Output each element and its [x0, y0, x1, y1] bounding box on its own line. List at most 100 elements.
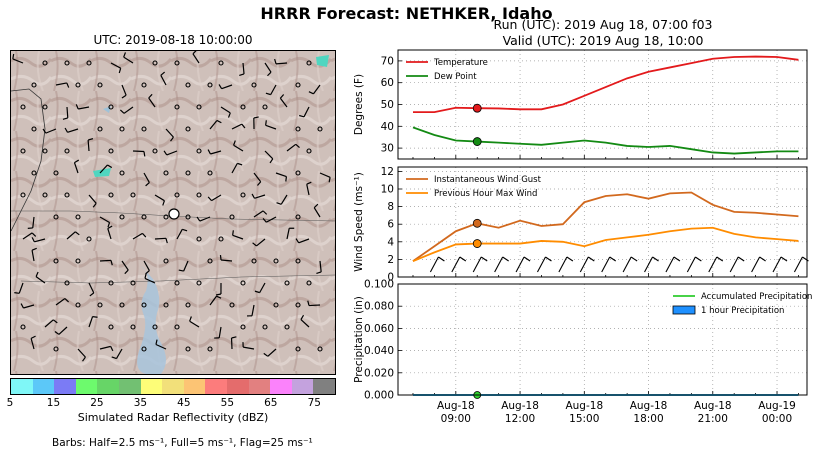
- calm-wind-marker: [185, 82, 191, 88]
- colorbar-segment: [205, 379, 227, 394]
- wind-barb: [154, 194, 165, 206]
- calm-wind-marker: [229, 214, 235, 220]
- site-marker: [168, 208, 180, 220]
- calm-wind-marker: [240, 104, 246, 110]
- plot-frame: [397, 49, 808, 160]
- chart-panel-1: 30 40 50 60 70 Degrees (F) Temperature Dew Poin…: [353, 49, 808, 160]
- state-boundaries: [11, 88, 335, 284]
- wind-barb: [31, 237, 46, 243]
- wind-barb: [44, 319, 58, 328]
- wind-barb: [107, 225, 113, 240]
- chart-panel-3: 0.000 0.020 0.040 0.060 0.080 0.100 Precipitat…: [353, 279, 812, 426]
- calm-wind-marker: [130, 280, 136, 286]
- wind-barb: [54, 326, 68, 335]
- wind-barb: [20, 303, 35, 309]
- calm-wind-marker: [64, 60, 70, 66]
- colorbar-tick-label: 65: [264, 397, 278, 409]
- wind-barb: [176, 228, 188, 240]
- colorbar-tick-label: 45: [177, 397, 191, 409]
- wind-barb: [263, 348, 277, 357]
- calm-wind-marker: [317, 126, 323, 132]
- y-tick-label: 10: [381, 184, 394, 196]
- calm-wind-marker: [185, 346, 191, 352]
- calm-wind-marker: [207, 82, 213, 88]
- valid-time-marker: [472, 137, 482, 146]
- wind-barb: [163, 150, 178, 156]
- wind-barb: [110, 62, 122, 74]
- wind-barb: [751, 256, 761, 273]
- calm-wind-marker: [141, 302, 147, 308]
- colorbar-segment: [97, 379, 119, 394]
- wind-barb: [558, 256, 568, 273]
- calm-wind-marker: [229, 302, 235, 308]
- colorbar-tick-label: 15: [46, 397, 61, 409]
- wind-barb: [644, 256, 654, 273]
- calm-wind-marker: [284, 324, 290, 330]
- calm-wind-marker: [196, 104, 202, 110]
- colorbar-segment: [248, 379, 271, 394]
- x-tick-label: 09:00: [441, 413, 471, 425]
- calm-wind-marker: [218, 236, 224, 242]
- legend: Accumulated Precipitation 1 hour Precipit…: [672, 292, 812, 316]
- calm-wind-marker: [185, 126, 191, 132]
- calm-wind-marker: [174, 324, 180, 330]
- calm-wind-marker: [53, 170, 59, 176]
- calm-wind-marker: [207, 170, 213, 176]
- calm-wind-marker: [75, 82, 81, 88]
- grid: [398, 50, 807, 159]
- plot-frame: [397, 166, 808, 278]
- wind-barb: [230, 336, 237, 350]
- wind-barb: [30, 335, 36, 350]
- wind-barb: [196, 216, 211, 222]
- wind-barb: [265, 84, 277, 96]
- calm-wind-marker: [20, 104, 26, 110]
- wind-barb: [88, 194, 97, 208]
- calm-wind-marker: [42, 60, 48, 66]
- colorbar-tick-label: 35: [133, 397, 148, 409]
- wind-barb: [252, 238, 266, 247]
- calm-wind-marker: [20, 192, 26, 198]
- colorbar-label: Simulated Radar Reflectivity (dBZ): [77, 411, 269, 424]
- calm-wind-marker: [75, 214, 81, 220]
- legend-entry: Accumulated Precipitation: [701, 292, 812, 302]
- calm-wind-marker: [42, 192, 48, 198]
- calm-wind-marker: [295, 346, 301, 352]
- x-tick-label: Aug-18: [565, 400, 603, 412]
- wind-barb: [87, 138, 94, 152]
- wind-barb: [253, 210, 268, 218]
- calm-wind-marker: [295, 126, 301, 132]
- wind-barb: [276, 194, 288, 205]
- wind-barb: [14, 282, 24, 294]
- wind-barb: [22, 232, 37, 240]
- calm-wind-marker: [295, 170, 301, 176]
- calm-wind-marker: [20, 324, 26, 330]
- wind-barb: [300, 314, 310, 328]
- wind-barb: [251, 193, 266, 199]
- valid-time-marker: [472, 218, 482, 228]
- wind-barb: [231, 162, 243, 174]
- calm-wind-marker: [130, 324, 136, 330]
- wind-barb: [155, 339, 167, 350]
- wind-barb: [472, 256, 482, 273]
- calm-wind-marker: [306, 60, 312, 66]
- wind-barbs-layer: [12, 51, 331, 362]
- calm-wind-marker: [53, 258, 59, 264]
- calm-wind-marker: [119, 214, 125, 220]
- wind-barb: [66, 231, 80, 240]
- colorbar-segment: [183, 379, 206, 394]
- wind-barb: [286, 227, 295, 240]
- series-line-2: [412, 126, 799, 155]
- wind-barb: [77, 348, 86, 362]
- colorbar-tick-label: 5: [6, 397, 14, 409]
- wind-barb: [264, 62, 272, 77]
- calm-wind-marker: [273, 302, 279, 308]
- y-tick-label: 50: [381, 99, 394, 111]
- calm-wind-marker: [262, 104, 268, 110]
- calm-wind-marker: [185, 214, 191, 220]
- wind-barb: [601, 256, 611, 273]
- wind-barb: [31, 247, 37, 262]
- calm-wind-marker: [97, 126, 103, 132]
- colorbar-segment: [313, 379, 335, 394]
- wind-barb: [232, 230, 244, 240]
